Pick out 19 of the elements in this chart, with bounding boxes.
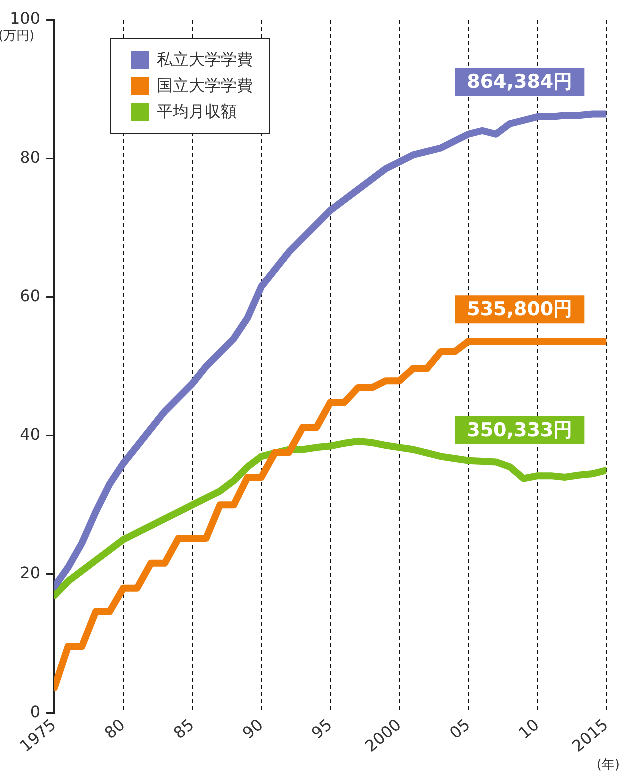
x-tick-label: 85 — [170, 715, 198, 743]
y-tick-label: 60 — [20, 286, 41, 306]
y-tick-label: 20 — [20, 564, 41, 583]
x-tick-label: 05 — [446, 715, 474, 743]
x-axis-title: (年) — [596, 758, 620, 773]
x-tick-label: 80 — [100, 715, 129, 743]
y-tick-label: 40 — [20, 425, 41, 444]
x-tick-label: 90 — [239, 715, 267, 743]
y-tick-label: 0 — [30, 702, 41, 722]
x-tick-label: 10 — [515, 715, 543, 743]
annotation: 350,333円 — [467, 419, 573, 442]
x-tick-label: 95 — [308, 715, 336, 743]
y-tick-label: 100 — [10, 9, 41, 28]
y-tick-label: 80 — [20, 148, 41, 167]
legend-label: 国立大学学費 — [157, 75, 253, 97]
annotation: 864,384円 — [467, 71, 573, 94]
annotation: 535,800円 — [467, 298, 573, 321]
legend-label: 私立大学学費 — [157, 49, 253, 71]
legend-label: 平均月収額 — [157, 101, 237, 123]
